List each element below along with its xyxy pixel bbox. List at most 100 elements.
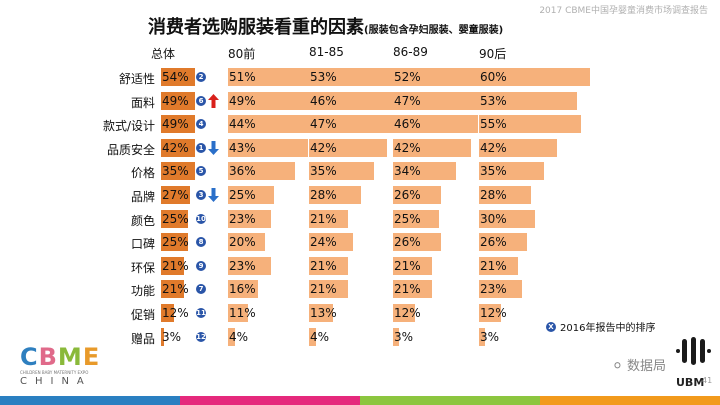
bar (161, 186, 191, 204)
bar (309, 68, 408, 86)
bar (228, 162, 295, 181)
data-label: 30% (480, 211, 507, 226)
rank-badge: 11 (196, 308, 206, 318)
data-label: 23% (229, 258, 256, 273)
bar (393, 209, 440, 228)
data-label: 28% (310, 188, 337, 202)
row-label: 功能 (130, 284, 155, 299)
data-label: 24% (310, 235, 337, 250)
data-label: 4% (310, 329, 330, 344)
data-label: 16% (229, 282, 256, 297)
rank-badge: 2 (196, 72, 206, 82)
data-label: 36% (229, 164, 256, 179)
bar (228, 115, 310, 134)
rank-badge: 5 (196, 166, 206, 177)
rank-badge: 3 (196, 190, 206, 200)
bar (479, 162, 544, 181)
bar (309, 138, 387, 157)
data-label: 21% (162, 258, 189, 273)
footer-strip-blue (0, 396, 180, 405)
data-label: 60% (480, 70, 507, 84)
bar (161, 115, 195, 134)
row-label: 舒适性 (118, 72, 155, 86)
data-label: 12% (480, 306, 507, 320)
data-label: 21% (310, 211, 337, 226)
data-label: 3% (480, 329, 500, 344)
data-label: 46% (394, 117, 421, 132)
bar (309, 233, 354, 252)
bar (161, 91, 195, 110)
data-label: 4% (229, 329, 249, 344)
legend-rank-badge: X (546, 321, 556, 332)
rank-badge: 12 (196, 331, 206, 342)
bar (228, 304, 249, 322)
bar (309, 115, 396, 134)
bar (161, 233, 188, 252)
bar (479, 280, 522, 299)
chart-title-sub: (服装包含孕妇服装、婴童服装) (364, 25, 504, 36)
data-label: 55% (480, 117, 507, 132)
bar (228, 209, 271, 228)
bar (161, 209, 188, 228)
cbme-logo-mark: CBME (20, 343, 101, 371)
cbme-country: CHINA (20, 376, 92, 387)
bar (393, 304, 416, 322)
data-label: 35% (162, 164, 189, 179)
column-header: 90后 (479, 47, 507, 61)
data-label: 53% (310, 70, 337, 84)
bar (228, 186, 275, 204)
bar (393, 91, 480, 110)
data-label: 25% (394, 211, 421, 226)
bar (479, 186, 531, 204)
data-label: 25% (162, 211, 189, 226)
footer-strip-pink (180, 396, 360, 405)
report-header-note: 2017 CBME中国孕婴童消费市场调查报告 (539, 6, 708, 16)
data-label: 35% (480, 164, 507, 179)
bar (309, 304, 334, 322)
bar (393, 138, 471, 157)
data-label: 28% (480, 188, 507, 202)
rank-badge: 6 (196, 95, 206, 106)
row-label: 品牌 (130, 190, 155, 204)
row-label: 促销 (130, 308, 155, 322)
bar (393, 186, 442, 204)
bar (479, 68, 590, 86)
data-label: 25% (162, 235, 189, 250)
bar (479, 91, 578, 110)
data-label: 3% (162, 329, 182, 344)
bar (309, 209, 348, 228)
data-label: 21% (394, 282, 421, 297)
data-label: 42% (394, 140, 421, 155)
data-label: 49% (162, 93, 189, 108)
data-label: 27% (162, 188, 189, 202)
data-label: 46% (310, 93, 337, 108)
data-label: 23% (229, 211, 256, 226)
data-label: 21% (480, 258, 507, 273)
bar (161, 304, 174, 322)
bar (479, 304, 502, 322)
bar (393, 327, 399, 346)
rank-badge: 8 (196, 237, 206, 248)
bar (228, 280, 258, 299)
data-label: 51% (229, 70, 256, 84)
data-label: 35% (310, 164, 337, 179)
footer-color-strip (0, 396, 720, 405)
rank-badge: 9 (196, 260, 206, 271)
bar (309, 280, 348, 299)
data-label: 25% (229, 188, 256, 202)
bar (309, 327, 317, 346)
footer-strip-orange (540, 396, 720, 405)
rank-up-arrow-icon (208, 93, 219, 108)
bar (393, 162, 456, 181)
chart-title: 消费者选购服装看重的因素(服装包含孕妇服装、婴童服装) (148, 13, 503, 39)
cbme-logo: CBME CHILDREN BABY MATERNITY EXPO CHINA (20, 345, 100, 387)
row-label: 赠品 (130, 331, 155, 346)
data-label: 23% (480, 282, 507, 297)
data-label: 34% (394, 164, 421, 179)
bar (393, 68, 490, 86)
legend: X 2016年报告中的排序 (546, 319, 655, 334)
rank-badge: 1 (196, 142, 206, 153)
data-label: 12% (162, 306, 189, 320)
row-label: 品质安全 (106, 142, 155, 157)
